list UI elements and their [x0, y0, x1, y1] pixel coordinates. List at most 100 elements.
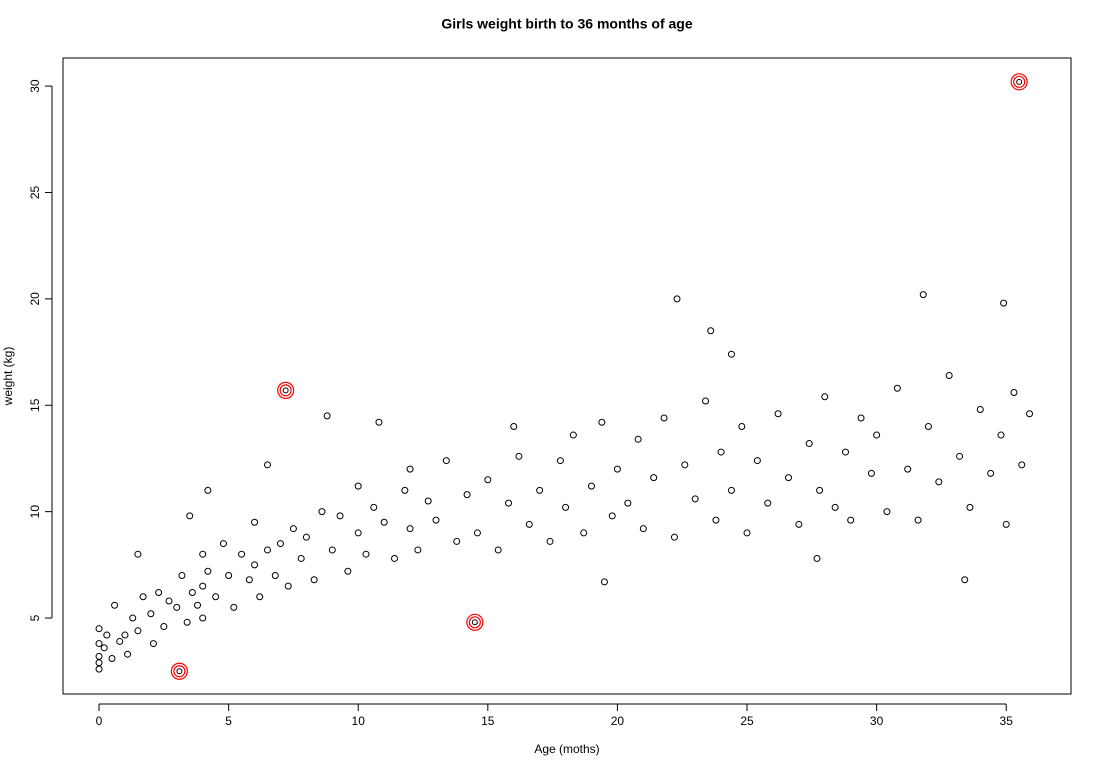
point [673, 295, 681, 303]
point [608, 512, 616, 520]
point [764, 499, 772, 507]
point [284, 582, 292, 590]
y-tick-label: 10 [28, 505, 42, 519]
y-axis-label: weight (kg) [1, 347, 15, 407]
point [473, 529, 481, 537]
point [380, 518, 388, 526]
point [1026, 410, 1034, 418]
point [587, 482, 595, 490]
point [987, 469, 995, 477]
point [463, 491, 471, 499]
point [505, 499, 513, 507]
point [129, 614, 137, 622]
point [401, 486, 409, 494]
point [816, 486, 824, 494]
point [276, 540, 284, 548]
point [795, 520, 803, 528]
y-tick-label: 30 [28, 79, 42, 93]
point [149, 640, 157, 648]
point [660, 414, 668, 422]
point [354, 482, 362, 490]
point [945, 371, 953, 379]
point [600, 578, 608, 586]
point [580, 529, 588, 537]
point [805, 440, 813, 448]
point [624, 499, 632, 507]
point-ring-inner [468, 616, 481, 629]
point [95, 640, 103, 648]
point [165, 597, 173, 605]
point [753, 457, 761, 465]
point [116, 637, 124, 645]
point [256, 593, 264, 601]
point [323, 412, 331, 420]
point [95, 659, 103, 667]
point [997, 431, 1005, 439]
point [442, 457, 450, 465]
point [147, 610, 155, 618]
y-tick-label: 25 [28, 185, 42, 199]
point [904, 465, 912, 473]
point [302, 533, 310, 541]
y-tick-label: 20 [28, 292, 42, 306]
point [204, 567, 212, 575]
point [976, 406, 984, 414]
point [282, 387, 289, 394]
point [199, 550, 207, 558]
point [424, 497, 432, 505]
point [831, 503, 839, 511]
point [1018, 461, 1026, 469]
y-tick-label: 15 [28, 398, 42, 412]
point [842, 448, 850, 456]
point [121, 631, 129, 639]
point [893, 384, 901, 392]
point [328, 546, 336, 554]
point-ring-inner [173, 665, 186, 678]
point [194, 601, 202, 609]
chart-title: Girls weight birth to 36 months of age [441, 16, 692, 32]
point [707, 327, 715, 335]
point [100, 644, 108, 652]
point [914, 516, 922, 524]
point [183, 618, 191, 626]
point [727, 486, 735, 494]
point [310, 576, 318, 584]
x-tick-label: 20 [611, 714, 625, 728]
point [1010, 388, 1018, 396]
point [691, 495, 699, 503]
point [251, 518, 259, 526]
point [199, 582, 207, 590]
point [173, 603, 181, 611]
point [108, 654, 116, 662]
point [238, 550, 246, 558]
point [670, 533, 678, 541]
point [546, 537, 554, 545]
point [370, 503, 378, 511]
y-tick-label: 5 [28, 614, 42, 621]
point [318, 508, 326, 516]
point [204, 486, 212, 494]
point [251, 561, 259, 569]
point [613, 465, 621, 473]
point-ring-inner [1013, 75, 1026, 88]
point [702, 397, 710, 405]
point [124, 650, 132, 658]
point [562, 503, 570, 511]
point [598, 418, 606, 426]
point [264, 461, 272, 469]
x-tick-label: 15 [481, 714, 495, 728]
point [336, 512, 344, 520]
point [344, 567, 352, 575]
point [155, 589, 163, 597]
point [738, 423, 746, 431]
point [569, 431, 577, 439]
point [414, 546, 422, 554]
point [103, 631, 111, 639]
point [188, 589, 196, 597]
point [186, 512, 194, 520]
point [813, 554, 821, 562]
point [515, 452, 523, 460]
point [717, 448, 725, 456]
point-ring-outer [466, 613, 484, 631]
point [727, 350, 735, 358]
